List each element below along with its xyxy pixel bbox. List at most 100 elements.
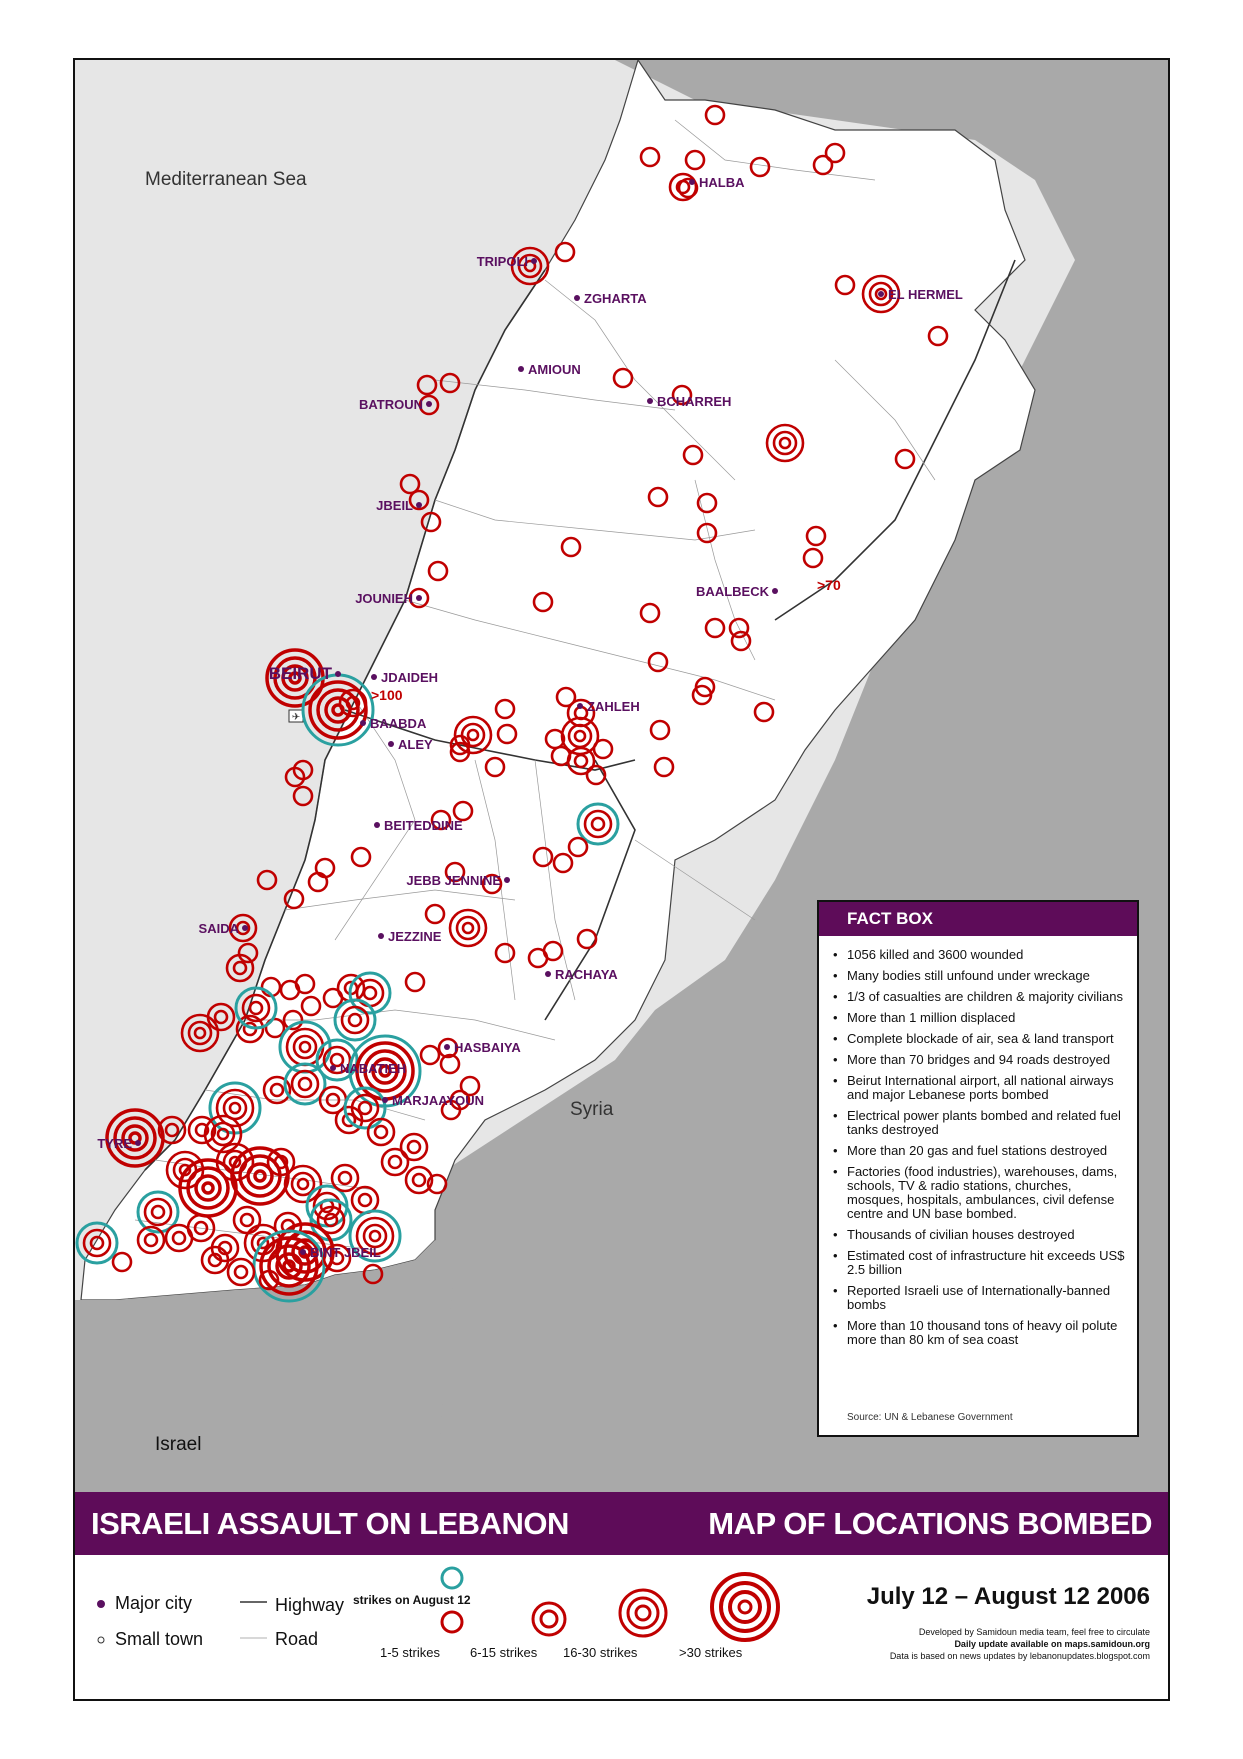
legend-road: Road xyxy=(275,1629,319,1649)
strike-marker xyxy=(419,1044,441,1066)
svg-text:✈: ✈ xyxy=(292,712,300,723)
city-dot xyxy=(689,179,695,185)
strike-marker xyxy=(420,511,442,533)
strike-marker xyxy=(424,903,446,925)
strike-marker xyxy=(430,809,452,831)
city-dot xyxy=(378,933,384,939)
strike-marker xyxy=(408,489,430,511)
strike-marker xyxy=(300,995,322,1017)
strike-marker xyxy=(333,998,377,1042)
strike-marker xyxy=(484,756,506,778)
city-label: EL HERMEL xyxy=(888,287,963,302)
city-dot xyxy=(360,720,366,726)
strike-marker xyxy=(362,1263,384,1285)
strike-size-1-5 xyxy=(440,1610,464,1634)
strike-marker xyxy=(262,1075,292,1105)
city-dot xyxy=(242,925,248,931)
strike-marker xyxy=(307,871,329,893)
strike-marker xyxy=(226,1257,256,1287)
small-town-dot xyxy=(97,1636,105,1644)
city-label: BEIRUT xyxy=(269,664,333,683)
city-dot xyxy=(531,258,537,264)
city-label: BEITEDDINE xyxy=(384,818,463,833)
strike-marker xyxy=(136,1190,180,1234)
fact-source: Source: UN & Lebanese Government xyxy=(847,1412,1013,1423)
strike-marker xyxy=(694,676,716,698)
strike-marker xyxy=(824,142,846,164)
legend-highway: Highway xyxy=(275,1595,345,1615)
strike-marker xyxy=(206,1002,236,1032)
credit-line-1: Developed by Samidoun media team, feel f… xyxy=(918,1627,1150,1637)
city-label: JDAIDEH xyxy=(381,670,438,685)
strike-marker xyxy=(228,913,258,943)
city-label: TYRE xyxy=(97,1136,132,1151)
city-label: HASBAIYA xyxy=(454,1040,521,1055)
strike-marker xyxy=(510,246,550,286)
fact-item: More than 70 bridges and 94 roads destro… xyxy=(831,1053,1129,1068)
strike-marker xyxy=(834,274,856,296)
strike-marker xyxy=(802,547,824,569)
city-label: JBEIL xyxy=(376,498,413,513)
strike-marker xyxy=(252,1229,326,1303)
city-dot xyxy=(574,295,580,301)
strike-marker xyxy=(283,1062,327,1106)
banner-title-left: ISRAELI ASSAULT ON LEBANON xyxy=(91,1506,569,1541)
strike-marker xyxy=(258,1269,280,1291)
strike-marker xyxy=(861,274,901,314)
strike-marker xyxy=(322,1243,352,1273)
strike-marker xyxy=(449,734,471,756)
strike-marker xyxy=(682,444,704,466)
city-dot xyxy=(772,588,778,594)
strike-marker xyxy=(452,800,474,822)
strike-marker xyxy=(728,617,750,639)
credit-line-2: Daily update available on maps.samidoun.… xyxy=(954,1639,1150,1649)
strike-marker xyxy=(343,1086,387,1130)
strike-marker xyxy=(404,971,426,993)
city-label: RACHAYA xyxy=(555,967,618,982)
fact-item: Many bodies still unfound under wreckage xyxy=(831,969,1129,984)
city-label: TRIPOLI xyxy=(477,254,528,269)
city-dot xyxy=(382,1097,388,1103)
city-dot xyxy=(374,822,380,828)
city-dot xyxy=(647,398,653,404)
strike-marker xyxy=(765,423,805,463)
strike-marker xyxy=(283,1164,323,1204)
strike-marker xyxy=(283,888,305,910)
strike-marker xyxy=(704,617,726,639)
strike-marker xyxy=(136,1225,166,1255)
strike-marker xyxy=(449,741,471,763)
strike-size-16-30 xyxy=(618,1588,668,1638)
strike-marker xyxy=(427,560,449,582)
strike-marker xyxy=(552,852,574,874)
strike-marker xyxy=(555,686,577,708)
strike-marker xyxy=(105,1108,165,1168)
city-label: JEZZINE xyxy=(388,929,442,944)
strike-marker xyxy=(576,802,620,846)
legend-recent: strikes on August 12 xyxy=(353,1593,471,1607)
city-dot xyxy=(878,291,884,297)
city-label: ZAHLEH xyxy=(587,699,640,714)
strike-marker xyxy=(237,942,259,964)
strike-marker xyxy=(459,1075,481,1097)
israel-label: Israel xyxy=(155,1434,201,1455)
city-dot xyxy=(416,595,422,601)
strike-marker xyxy=(560,536,582,558)
city-labels: HALBA TRIPOLI ZGHARTA EL HERMEL AMIOUN BCHARR… xyxy=(97,175,963,1260)
sea-label: Mediterranean Sea xyxy=(145,169,307,190)
city-dot xyxy=(335,671,341,677)
title-banner: ISRAELI ASSAULT ON LEBANON MAP OF LOCATI… xyxy=(75,1492,1168,1555)
recent-strike-symbol xyxy=(440,1566,464,1590)
strike-marker xyxy=(805,525,827,547)
city-dot xyxy=(416,502,422,508)
city-label: BAABDA xyxy=(370,716,427,731)
strike-marker xyxy=(440,1099,462,1121)
city-label: MARJAAYOUN xyxy=(392,1093,484,1108)
legend-size-1: 1-5 strikes xyxy=(380,1645,440,1660)
strike-marker xyxy=(444,861,466,883)
annotation-beirut: >100 xyxy=(371,687,403,703)
strike-marker xyxy=(265,648,325,708)
strike-marker xyxy=(566,746,596,776)
strike-marker xyxy=(437,1037,459,1059)
strike-marker xyxy=(256,869,278,891)
strike-marker xyxy=(426,1173,448,1195)
